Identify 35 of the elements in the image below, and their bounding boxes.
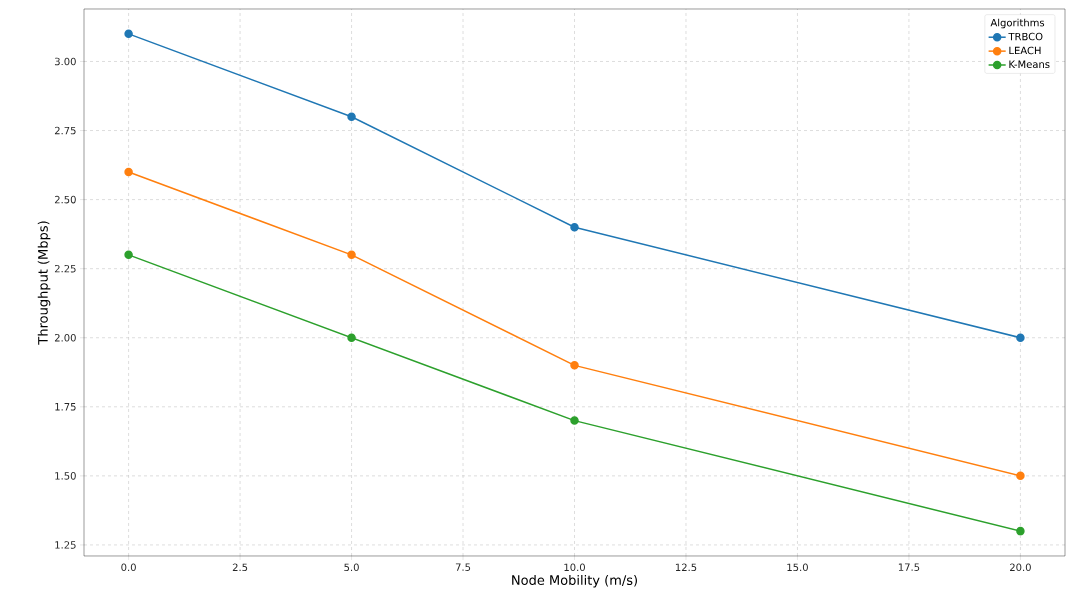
point: [124, 250, 133, 260]
legend-label: LEACH: [1009, 46, 1041, 55]
point: [1016, 471, 1025, 481]
x-tick-label: 0.0: [121, 563, 136, 572]
y-tick-label: 2.75: [54, 126, 76, 135]
point: [1016, 526, 1025, 536]
point: [570, 222, 579, 232]
point: [347, 250, 356, 260]
legend-label: TRBCO: [1008, 32, 1043, 41]
point: [124, 29, 133, 39]
legend-label: K-Means: [1009, 60, 1050, 69]
point: [347, 333, 356, 342]
point: [570, 361, 579, 370]
legend-title: Algorithms: [990, 18, 1045, 29]
x-tick-label: 2.5: [232, 563, 248, 572]
y-tick-label: 1.25: [55, 541, 76, 549]
x-tick-label: 10.0: [564, 563, 585, 572]
x-tick-label: 12.5: [675, 563, 697, 572]
point: [1016, 333, 1025, 342]
y-tick-label: 2.25: [54, 264, 76, 273]
y-tick-label: 2.00: [54, 333, 76, 342]
x-tick-label: 15.0: [787, 563, 808, 572]
x-tick-label: 5.0: [344, 563, 359, 572]
point: [347, 112, 356, 121]
x-axis-title: Node Mobility (m/s): [512, 574, 637, 588]
x-tick-label: 17.5: [898, 563, 920, 571]
y-axis-title: Throughput (Mbps): [37, 221, 51, 345]
y-tick-label: 1.50: [55, 472, 76, 480]
x-tick-label: 20.0: [1010, 563, 1031, 572]
point: [124, 167, 133, 177]
point: [570, 416, 579, 425]
y-tick-label: 2.50: [54, 195, 76, 204]
y-tick-label: 3.00: [54, 57, 76, 66]
x-tick-label: 7.5: [455, 563, 471, 571]
y-tick-label: 1.75: [55, 403, 76, 411]
